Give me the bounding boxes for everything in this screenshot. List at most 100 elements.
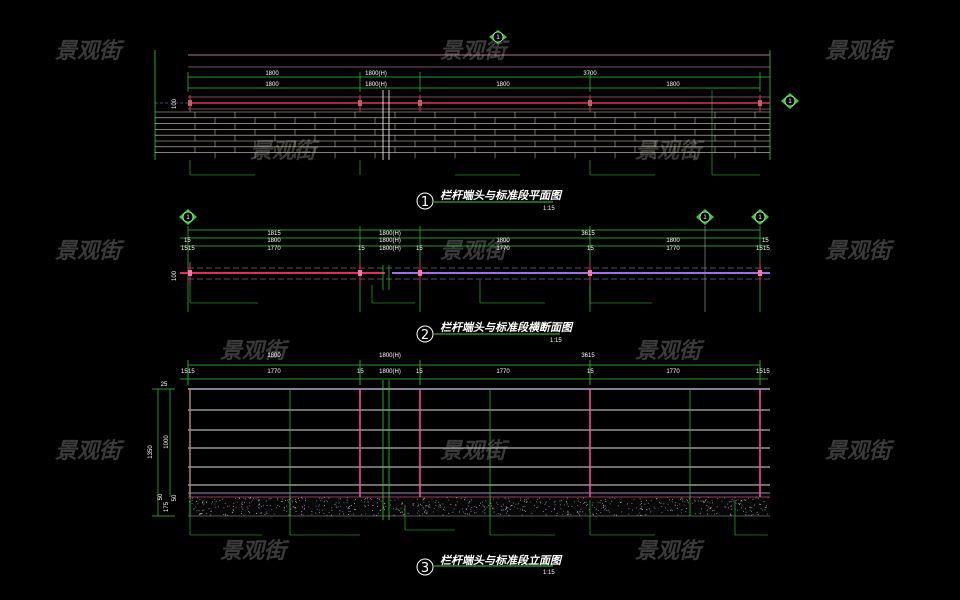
gravel-speck [232,512,233,513]
gravel-speck [688,502,689,503]
gravel-speck [560,505,561,506]
gravel-speck [503,510,504,511]
gravel-speck [348,514,349,515]
gravel-speck [435,505,436,506]
gravel-speck [354,509,355,510]
gravel-speck [353,514,354,515]
gravel-speck [634,499,635,500]
gravel-speck [192,503,193,504]
gravel-speck [267,505,268,506]
gravel-speck [640,504,641,505]
gravel-speck [236,507,237,508]
gravel-speck [596,509,597,510]
gravel-speck [511,505,512,506]
gravel-speck [510,509,511,510]
gravel-speck [737,510,738,511]
gravel-speck [339,499,340,500]
gravel-speck [476,507,477,508]
gravel-speck [365,498,366,499]
gravel-speck [216,501,217,502]
view-number: 2 [421,328,429,343]
gravel-speck [744,499,745,500]
gravel-speck [466,509,467,510]
gravel-speck [378,513,379,514]
gravel-speck [484,510,485,511]
gravel-speck [266,513,267,514]
gravel-speck [384,503,385,504]
gravel-speck [303,515,304,516]
gravel-speck [523,506,524,507]
gravel-speck [202,503,203,504]
gravel-speck [656,498,657,499]
gravel-speck [668,510,669,511]
gravel-speck [326,500,327,501]
gravel-speck [520,509,521,510]
gravel-speck [517,508,518,509]
gravel-speck [491,506,492,507]
gravel-speck [689,498,690,499]
gravel-speck [286,511,287,512]
gravel-speck [471,507,472,508]
gravel-speck [348,507,349,508]
gravel-speck [567,498,568,499]
dim-text: 50 [158,493,164,500]
gravel-speck [583,503,584,504]
gravel-speck [742,501,743,502]
gravel-speck [287,500,288,501]
gravel-speck [577,511,578,512]
gravel-speck [339,503,340,504]
gravel-speck [206,513,207,514]
gravel-speck [530,502,531,503]
gravel-speck [421,505,422,506]
gravel-speck [249,498,250,499]
gravel-speck [282,499,283,500]
gravel-speck [711,507,712,508]
gravel-speck [327,515,328,516]
dim-text: 15 [763,369,770,375]
view-title: 栏杆端头与标准段平面图 [440,189,563,202]
gravel-speck [311,514,312,515]
gravel-speck [555,501,556,502]
gravel-speck [587,504,588,505]
gravel-speck [582,511,583,512]
gravel-speck [271,498,272,499]
gravel-speck [638,515,639,516]
gravel-speck [393,508,394,509]
gravel-speck [526,502,527,503]
gravel-speck [448,513,449,514]
gravel-speck [225,515,226,516]
gravel-speck [469,514,470,515]
gravel-speck [202,510,203,511]
gravel-speck [372,510,373,511]
dim-text: 15 [763,246,770,252]
gravel-speck [707,514,708,515]
gravel-speck [212,502,213,503]
gravel-speck [549,506,550,507]
view-scale: 1:15 [543,570,555,576]
gravel-speck [463,512,464,513]
dim-text: 1815 [267,231,281,237]
gravel-speck [543,511,544,512]
gravel-speck [680,499,681,500]
gravel-speck [202,502,203,503]
gravel-speck [703,501,704,502]
gravel-speck [400,512,401,513]
gravel-speck [675,502,676,503]
gravel-speck [423,507,424,508]
gravel-speck [701,508,702,509]
gravel-speck [379,498,380,499]
gravel-speck [233,509,234,510]
gravel-speck [203,510,204,511]
gravel-speck [402,503,403,504]
gravel-speck [320,500,321,501]
gravel-speck [302,506,303,507]
gravel-speck [685,501,686,502]
section-marker: 1 [179,209,197,225]
gravel-speck [242,502,243,503]
watermark: 景观街 [220,339,290,364]
gravel-speck [349,511,350,512]
gravel-speck [520,500,521,501]
gravel-speck [211,511,212,512]
gravel-speck [368,502,369,503]
gravel-speck [355,499,356,500]
